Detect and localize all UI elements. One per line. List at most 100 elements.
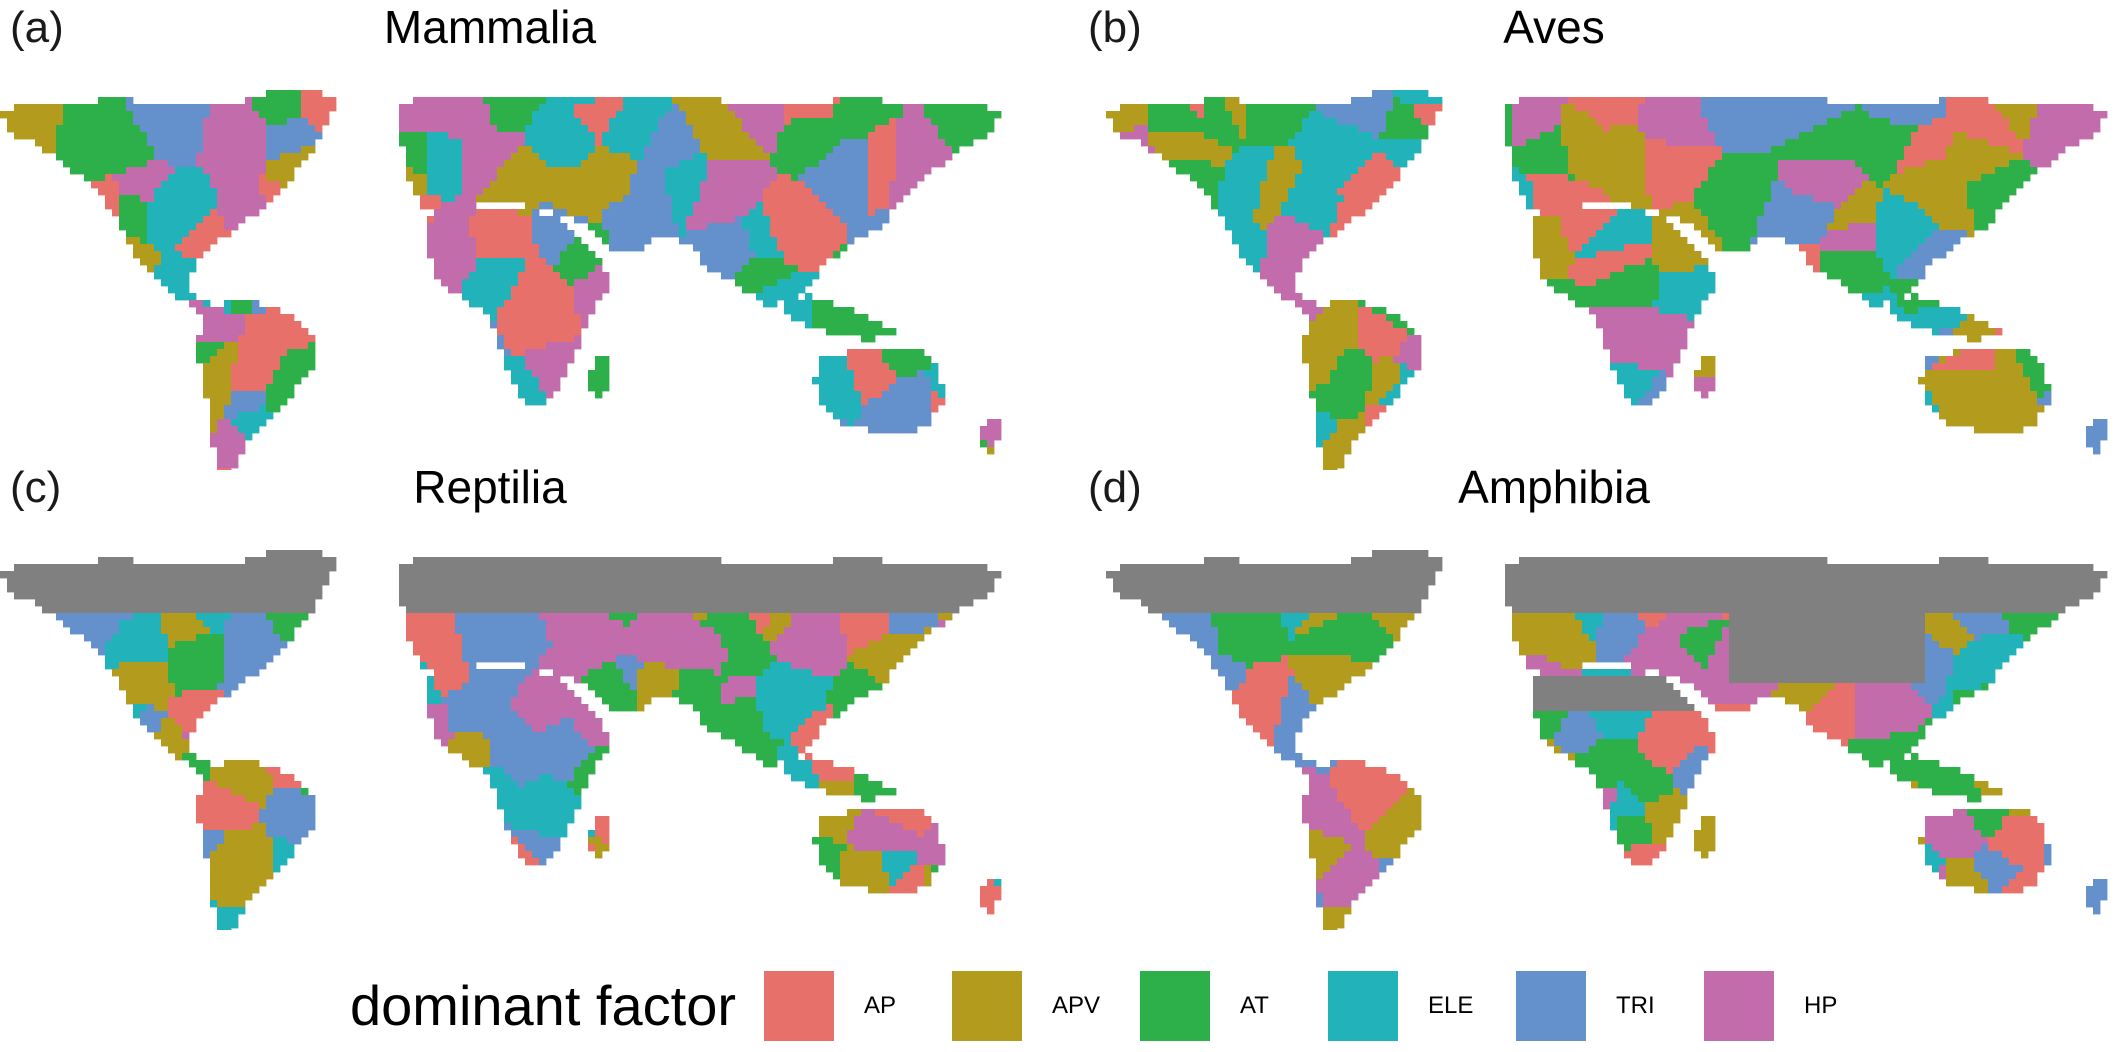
map-grid-cell (882, 111, 890, 119)
map-grid-cell (1792, 132, 1800, 140)
map-grid-cell (63, 132, 71, 140)
map-grid-cell (490, 118, 498, 126)
map-grid-cell (1890, 104, 1898, 112)
map-grid-cell (126, 146, 134, 154)
map-grid-cell (126, 202, 134, 210)
map-grid-cell (1561, 188, 1569, 196)
map-grid-cell (812, 307, 820, 315)
map-grid-cell (847, 230, 855, 238)
map-grid-cell (231, 118, 239, 126)
map-grid-cell (854, 223, 862, 231)
map-grid-cell (1253, 195, 1261, 203)
map-grid-cell (1778, 153, 1786, 161)
map-grid-cell (189, 244, 197, 252)
map-grid-cell (1316, 181, 1324, 189)
map-grid-cell (1890, 167, 1898, 175)
map-grid-cell (1141, 104, 1149, 112)
map-grid-cell (1134, 125, 1142, 133)
map-grid-cell (546, 307, 554, 315)
map-grid-cell (287, 349, 295, 357)
map-grid-cell (182, 293, 190, 301)
map-grid-cell (1603, 111, 1611, 119)
map-grid-cell (777, 293, 785, 301)
map-grid-cell (1302, 111, 1310, 119)
map-grid-cell (644, 104, 652, 112)
map-grid-cell (854, 230, 862, 238)
map-grid-cell (1939, 97, 1947, 105)
map-grid-cell (70, 125, 78, 133)
map-grid-cell (1778, 181, 1786, 189)
map-grid-cell (707, 111, 715, 119)
map-grid-cell (217, 440, 225, 448)
map-grid-cell (1687, 118, 1695, 126)
map-grid-cell (189, 188, 197, 196)
map-grid-cell (1806, 202, 1814, 210)
map-grid-cell (287, 391, 295, 399)
map-grid-cell (224, 398, 232, 406)
map-grid-cell (574, 167, 582, 175)
map-grid-cell (301, 104, 309, 112)
map-grid-cell (77, 139, 85, 147)
map-grid-cell (889, 125, 897, 133)
map-grid-cell (1351, 97, 1359, 105)
map-grid-cell (273, 167, 281, 175)
map-grid-cell (616, 118, 624, 126)
map-grid-cell (1988, 167, 1996, 175)
map-grid-cell (1827, 188, 1835, 196)
map-grid-cell (1344, 111, 1352, 119)
map-grid-cell (308, 104, 316, 112)
map-grid-cell (2016, 104, 2024, 112)
map-grid-cell (987, 419, 995, 427)
map-grid-cell (721, 167, 729, 175)
map-grid-cell (651, 174, 659, 182)
map-grid-cell (441, 153, 449, 161)
map-grid-cell (518, 181, 526, 189)
map-grid-cell (224, 202, 232, 210)
map-grid-cell (1687, 139, 1695, 147)
map-grid-cell (1883, 195, 1891, 203)
map-grid-cell (595, 216, 603, 224)
map-grid-cell (1792, 118, 1800, 126)
map-grid-cell (1526, 195, 1534, 203)
map-grid-cell (1148, 125, 1156, 133)
map-grid-cell (2009, 118, 2017, 126)
map-grid-cell (1162, 118, 1170, 126)
map-grid-cell (231, 195, 239, 203)
map-grid-cell (70, 167, 78, 175)
map-grid-cell (252, 370, 260, 378)
map-grid-cell (476, 125, 484, 133)
map-grid-cell (903, 111, 911, 119)
map-grid-cell (1589, 111, 1597, 119)
map-grid-cell (819, 146, 827, 154)
map-grid-cell (112, 118, 120, 126)
map-grid-cell (252, 209, 260, 217)
map-grid-cell (637, 118, 645, 126)
map-grid-cell (420, 125, 428, 133)
map-grid-cell (1778, 111, 1786, 119)
map-grid-cell (1547, 118, 1555, 126)
map-grid-cell (847, 202, 855, 210)
map-grid-cell (427, 181, 435, 189)
map-grid-cell (1568, 174, 1576, 182)
map-grid-cell (854, 377, 862, 385)
map-grid-cell (224, 349, 232, 357)
map-grid-cell (854, 216, 862, 224)
map-grid-cell (714, 167, 722, 175)
map-grid-cell (1295, 104, 1303, 112)
map-grid-cell (644, 111, 652, 119)
map-grid-cell (1785, 104, 1793, 112)
map-grid-cell (203, 363, 211, 371)
map-grid-cell (504, 230, 512, 238)
map-grid-cell (224, 139, 232, 147)
map-grid-cell (812, 321, 820, 329)
map-grid-cell (714, 223, 722, 231)
map-grid-cell (560, 237, 568, 245)
map-grid-cell (175, 188, 183, 196)
map-grid-cell (819, 139, 827, 147)
map-grid-cell (238, 405, 246, 413)
map-grid-cell (301, 363, 309, 371)
map-grid-cell (315, 125, 323, 133)
map-grid-cell (245, 97, 253, 105)
map-grid-cell (1631, 125, 1639, 133)
map-grid-cell (574, 279, 582, 287)
